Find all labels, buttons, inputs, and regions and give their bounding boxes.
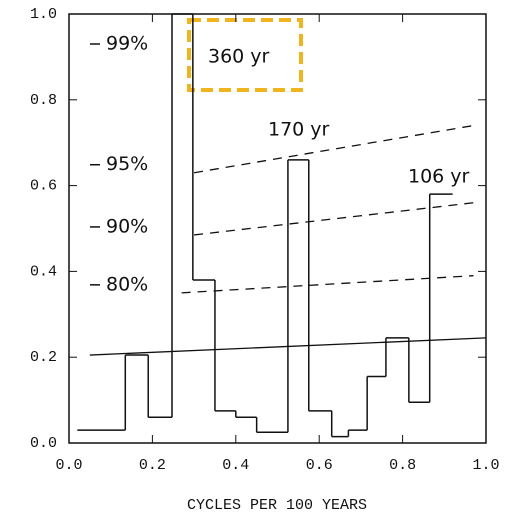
legend-label: 90% <box>106 215 148 237</box>
annotation: 99% <box>106 33 148 55</box>
legend-label: 80% <box>106 273 148 295</box>
y-tick-label: 1.0 <box>30 6 57 23</box>
y-tick-label: 0.8 <box>30 92 57 109</box>
y-tick-label: 0.6 <box>30 178 57 195</box>
y-tick-label: 0.4 <box>30 263 57 280</box>
y-tick-label: 0.0 <box>30 435 57 452</box>
x-tick-label: 0.8 <box>389 457 416 474</box>
annotation: 170 yr <box>268 119 330 141</box>
plot-frame <box>68 13 487 444</box>
x-tick-label: 0.6 <box>306 457 333 474</box>
y-tick-label: 0.2 <box>30 349 57 366</box>
annotation: 106 yr <box>408 166 470 188</box>
x-axis-label: CYCLES PER 100 YEARS <box>187 497 367 514</box>
confidence-line <box>89 337 487 356</box>
annotation: 360 yr <box>208 46 270 68</box>
x-tick-label: 1.0 <box>472 457 499 474</box>
x-tick-label: 0.2 <box>139 457 166 474</box>
x-tick-label: 0.4 <box>222 457 249 474</box>
x-tick-label: 0.0 <box>55 457 82 474</box>
highlight-box <box>187 18 303 92</box>
confidence-line <box>194 202 474 236</box>
legend-label: 95% <box>106 153 148 175</box>
confidence-line <box>181 275 474 294</box>
